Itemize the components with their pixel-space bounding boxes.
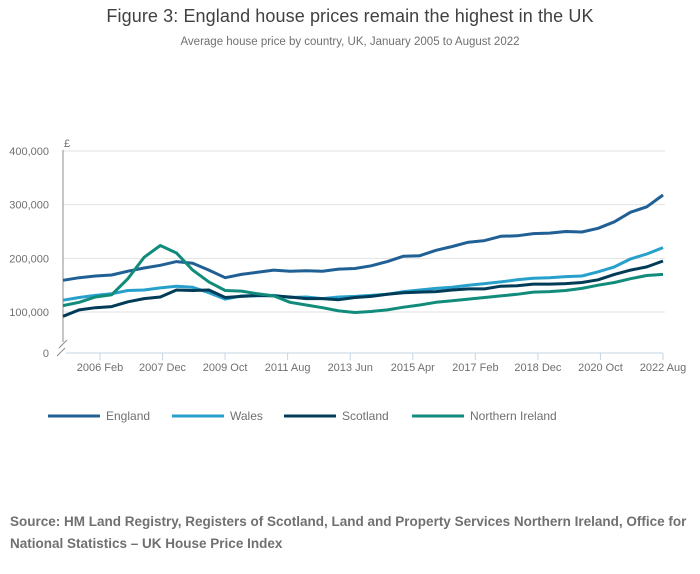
x-tick-label: 2020 Oct (578, 362, 623, 374)
x-tick-label: 2011 Aug (265, 362, 311, 374)
source-note: Source: HM Land Registry, Registers of S… (10, 514, 687, 551)
y-tick-label: 100,000 (9, 307, 49, 319)
y-tick-label: 200,000 (9, 253, 49, 265)
series-line-wales (62, 246, 664, 302)
y-tick-label: 400,000 (9, 146, 49, 158)
legend-item-scotland[interactable]: Scotland (284, 409, 389, 423)
axis-break-icon (56, 339, 68, 357)
legend-label: Wales (230, 409, 263, 423)
x-tick-label: 2007 Dec (139, 362, 187, 374)
y-axis: 0 100,000 200,000 300,000 400,000 £ (9, 138, 70, 360)
x-tick-label: 2017 Feb (452, 362, 498, 374)
legend-label: Northern Ireland (470, 409, 557, 423)
x-tick-label: 2006 Feb (77, 362, 123, 374)
legend-item-england[interactable]: England (48, 409, 150, 423)
y-axis-unit: £ (64, 138, 70, 150)
legend-item-wales[interactable]: Wales (172, 409, 263, 423)
chart-subtitle: Average house price by country, UK, Janu… (180, 36, 520, 48)
y-tick-label: 300,000 (9, 200, 49, 212)
x-tick-label: 2015 Apr (391, 362, 435, 374)
x-axis: 2006 Feb 2007 Dec 2009 Oct 2011 Aug 2013 Jun… (66, 352, 687, 374)
series-line-northern-ireland (62, 244, 664, 314)
x-tick-label: 2018 Dec (514, 362, 562, 374)
series-line-england (62, 193, 664, 282)
series-line-scotland (62, 259, 664, 318)
chart-title: Figure 3: England house prices remain th… (106, 6, 594, 26)
series-lines (62, 193, 664, 318)
legend-label: England (106, 409, 150, 423)
legend: England Wales Scotland Northern Ireland (48, 409, 557, 423)
legend-item-northern-ireland[interactable]: Northern Ireland (412, 409, 557, 423)
legend-label: Scotland (342, 409, 389, 423)
y-tick-label: 0 (43, 348, 49, 360)
x-tick-label: 2013 Jun (328, 362, 373, 374)
x-tick-label: 2009 Oct (203, 362, 248, 374)
x-tick-label: 2022 Aug (640, 362, 687, 374)
